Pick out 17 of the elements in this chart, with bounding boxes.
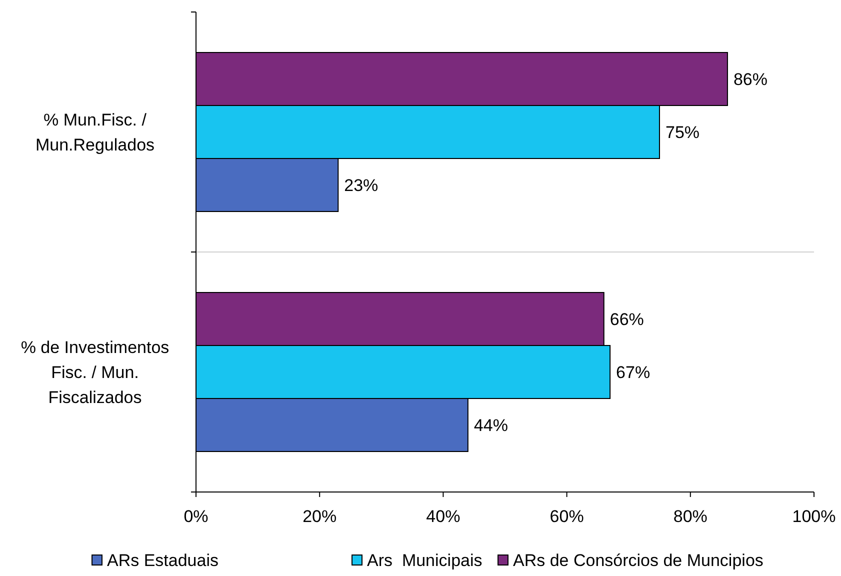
legend-label: ARs de Consórcios de Muncipios xyxy=(513,551,764,570)
data-label: 86% xyxy=(733,70,768,89)
y-tick-label: % Mun.Fisc. / Mun.Regulados xyxy=(35,110,155,154)
data-label: 66% xyxy=(610,310,644,329)
data-label: 75% xyxy=(666,122,700,142)
x-tick-label: 40% xyxy=(426,507,460,526)
data-label: 23% xyxy=(344,176,378,195)
data-label: 67% xyxy=(616,362,650,382)
x-tick-label: 60% xyxy=(550,507,584,526)
legend-label: ARs Estaduais xyxy=(107,551,218,570)
legend-label: Ars Municipais xyxy=(367,551,482,570)
x-tick-label: 80% xyxy=(673,507,708,526)
x-tick-label: 20% xyxy=(302,507,337,526)
x-tick-label: 0% xyxy=(184,507,208,526)
data-label: 44% xyxy=(474,416,508,435)
y-tick-label: % de Investimentos Fisc. / Mun. Fiscalizados xyxy=(20,338,170,407)
x-tick-label: 100% xyxy=(792,507,836,526)
